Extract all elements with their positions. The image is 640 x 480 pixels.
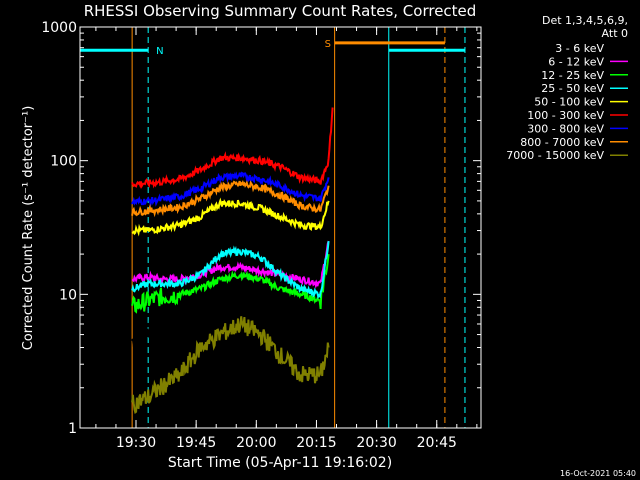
x-tick-label-3: 20:15	[296, 435, 336, 451]
legend-label-6: 300 - 800 keV	[527, 122, 604, 135]
legend-label-3: 25 - 50 keV	[541, 82, 604, 95]
series-line-7	[131, 180, 330, 218]
series-lines	[131, 107, 334, 414]
series-line-1	[131, 240, 330, 289]
legend-label-5: 100 - 300 keV	[527, 109, 604, 122]
series-line-3	[131, 240, 330, 300]
y-tick-label-1: 10	[59, 287, 77, 303]
y-tick-label-3: 1000	[41, 20, 77, 36]
legend-header-0: Det 1,3,4,5,6,9,	[542, 14, 628, 27]
y-axis-label: Corrected Count Rate (s⁻¹ detector⁻¹)	[21, 106, 36, 351]
chart-title: RHESSI Observing Summary Count Rates, Co…	[84, 2, 477, 20]
axes: 19:30 19:45 20:00 20:15 20:30 20:45 1 10 100 1000	[41, 20, 481, 451]
x-tick-label-1: 19:45	[176, 435, 216, 451]
legend-label-8: 7000 - 15000 keV	[506, 149, 604, 162]
x-tick-label-0: 19:30	[116, 435, 156, 451]
plot-frame	[79, 26, 482, 429]
series-line-5	[131, 107, 334, 189]
legend-label-4: 50 - 100 keV	[534, 96, 604, 109]
x-tick-label-4: 20:30	[356, 435, 396, 451]
series-line-8	[131, 316, 330, 414]
x-axis-label: Start Time (05-Apr-11 19:16:02)	[168, 455, 392, 471]
legend-label-7: 800 - 7000 keV	[520, 136, 604, 149]
x-tick-label-5: 20:45	[417, 435, 457, 451]
series-line-0	[131, 270, 330, 347]
flag-label-0: N	[156, 46, 163, 57]
flag-label-1: S	[325, 39, 331, 50]
timestamp: 16-Oct-2021 05:40	[560, 469, 636, 478]
legend-label-0: 3 - 6 keV	[555, 42, 604, 55]
y-tick-label-0: 1	[68, 421, 77, 437]
event-markers	[79, 27, 466, 428]
flag-bars: NS	[80, 39, 465, 57]
legend-label-1: 6 - 12 keV	[548, 55, 604, 68]
series-line-6	[131, 171, 330, 208]
x-tick-label-2: 20:00	[236, 435, 276, 451]
legend-header-1: Att 0	[602, 27, 628, 40]
series-line-2	[131, 253, 330, 314]
legend-label-2: 12 - 25 keV	[541, 69, 604, 82]
y-tick-label-2: 100	[50, 154, 77, 170]
series-line-4	[131, 197, 330, 237]
